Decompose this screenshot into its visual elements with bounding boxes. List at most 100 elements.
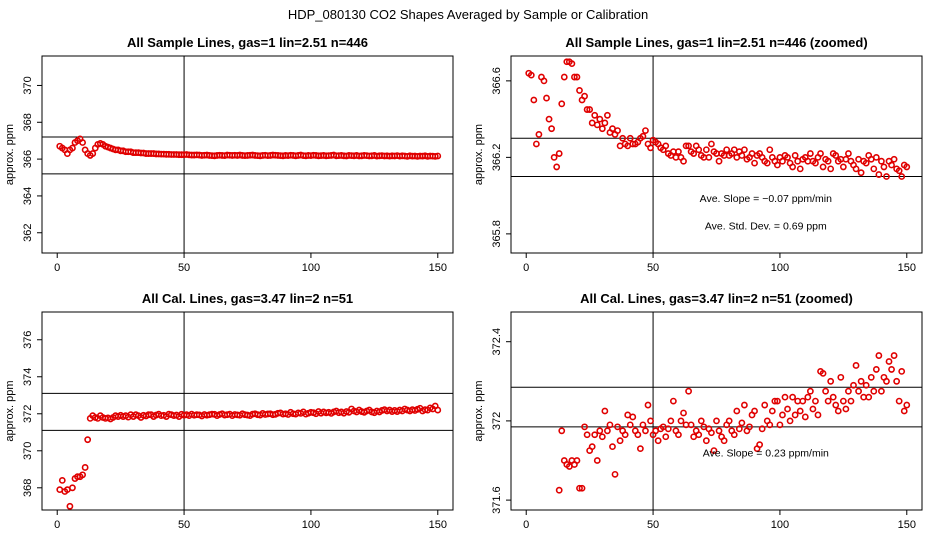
data-points (525, 58, 911, 180)
data-point (604, 427, 611, 435)
data-point (593, 121, 601, 129)
data-point (883, 173, 890, 180)
data-point (837, 373, 845, 381)
data-point (581, 92, 588, 100)
data-point (812, 397, 819, 405)
data-point (898, 173, 906, 180)
data-point (680, 157, 687, 165)
data-point (611, 470, 619, 478)
data-point (832, 401, 840, 409)
data-point (647, 417, 654, 425)
panel-title: All Cal. Lines, gas=3.47 lin=2 n=51 (142, 291, 353, 306)
data-point (779, 157, 786, 165)
data-point (626, 134, 634, 142)
data-point (900, 407, 908, 415)
panel-title: All Sample Lines, gas=1 lin=2.51 n=446 (127, 35, 368, 50)
data-point (763, 159, 771, 167)
data-point (888, 161, 895, 169)
data-point (867, 373, 875, 381)
data-point (801, 413, 809, 421)
plot-frame (41, 311, 454, 511)
data-point (857, 169, 865, 177)
data-point (583, 431, 591, 439)
data-point (601, 119, 609, 127)
panel-2: All Sample Lines, gas=1 lin=2.51 n=446 (… (473, 35, 923, 274)
data-point (827, 165, 835, 173)
data-point (642, 427, 649, 435)
x-tick-label: 50 (647, 262, 659, 274)
data-point (710, 447, 718, 454)
data-point (862, 381, 870, 389)
data-point (532, 140, 540, 148)
data-point (601, 407, 609, 415)
data-point (555, 150, 563, 157)
data-point (596, 427, 604, 435)
x-tick-label: 150 (429, 519, 447, 531)
data-point (850, 381, 857, 389)
data-point (791, 411, 799, 419)
data-point (746, 423, 753, 431)
data-point (58, 476, 66, 484)
y-tick-label: 370 (22, 442, 34, 460)
y-tick-label: 370 (22, 76, 34, 94)
data-point (654, 437, 662, 445)
data-point (662, 142, 670, 150)
data-point (822, 387, 829, 395)
data-point (697, 417, 705, 425)
data-point (903, 163, 911, 171)
data-point (69, 484, 76, 492)
data-point (69, 144, 76, 152)
data-point (639, 132, 647, 140)
data-point (667, 417, 675, 425)
data-point (606, 421, 614, 429)
data-point (695, 146, 703, 154)
data-point (845, 150, 852, 157)
x-tick-label: 100 (302, 262, 320, 274)
x-tick-label: 150 (898, 262, 916, 274)
data-point (758, 425, 766, 433)
data-point (555, 486, 563, 494)
data-point (895, 397, 903, 405)
data-point (872, 153, 880, 161)
data-point (705, 153, 713, 161)
data-point (685, 142, 692, 150)
y-tick-label: 368 (22, 479, 34, 497)
y-tick-label: 374 (22, 368, 34, 386)
data-point (804, 393, 812, 401)
data-point (898, 367, 906, 375)
plot-frame (510, 311, 923, 511)
plot-frame (510, 55, 923, 254)
data-point (735, 425, 743, 433)
data-point (66, 502, 74, 510)
plot-frame (41, 55, 454, 254)
data-point (89, 150, 97, 157)
data-point (644, 401, 652, 409)
data-point (888, 366, 895, 373)
data-point (621, 431, 629, 439)
data-point (738, 419, 746, 427)
y-axis-label: approx. ppm (473, 124, 485, 185)
data-point (839, 163, 847, 171)
data-point (708, 429, 715, 437)
data-point (626, 421, 634, 429)
y-tick-label: 362 (22, 224, 34, 242)
data-point (685, 387, 692, 395)
data-point (581, 423, 588, 431)
data-point (784, 405, 791, 413)
y-tick-label: 366 (22, 150, 34, 168)
panel-3: All Cal. Lines, gas=3.47 lin=2 n=51 appro… (4, 291, 454, 531)
x-tick-label: 100 (771, 519, 789, 531)
y-axis-label: approx. ppm (4, 380, 16, 441)
data-point (766, 421, 774, 429)
y-tick-label: 364 (22, 187, 34, 205)
data-point (583, 106, 591, 113)
data-point (576, 484, 583, 492)
x-tick-label: 50 (178, 519, 190, 531)
x-tick-label: 0 (523, 519, 529, 531)
panel-title: All Sample Lines, gas=1 lin=2.51 n=446 (… (565, 35, 867, 50)
data-point (784, 153, 791, 161)
data-point (713, 417, 720, 425)
data-point (715, 157, 723, 165)
x-tick-label: 50 (178, 262, 190, 274)
data-point (872, 366, 880, 373)
